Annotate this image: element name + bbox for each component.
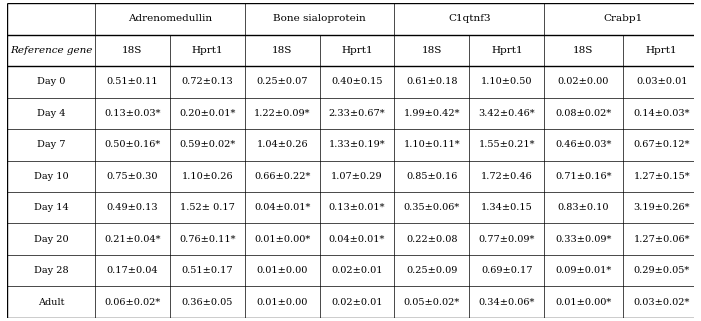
Text: 0.04±0.01*: 0.04±0.01* [329, 235, 386, 244]
Text: 1.04±0.26: 1.04±0.26 [257, 140, 308, 149]
Text: 0.61±0.18: 0.61±0.18 [406, 77, 458, 86]
Text: 18S: 18S [272, 46, 292, 55]
Text: 0.13±0.03*: 0.13±0.03* [104, 109, 161, 118]
Text: Reference gene: Reference gene [10, 46, 92, 55]
Text: 0.71±0.16*: 0.71±0.16* [555, 172, 612, 181]
Text: 0.02±0.01: 0.02±0.01 [332, 266, 383, 275]
Text: 0.09±0.01*: 0.09±0.01* [555, 266, 611, 275]
Text: 0.03±0.01: 0.03±0.01 [636, 77, 688, 86]
Text: Day 10: Day 10 [34, 172, 68, 181]
Text: 0.06±0.02*: 0.06±0.02* [104, 298, 161, 307]
Text: Hprt1: Hprt1 [491, 46, 523, 55]
Text: Day 28: Day 28 [34, 266, 68, 275]
Text: 0.02±0.01: 0.02±0.01 [332, 298, 383, 307]
Text: 1.10±0.26: 1.10±0.26 [182, 172, 233, 181]
Text: Day 0: Day 0 [36, 77, 65, 86]
Text: 0.01±0.00: 0.01±0.00 [257, 298, 308, 307]
Text: Day 4: Day 4 [36, 109, 65, 118]
Text: 0.67±0.12*: 0.67±0.12* [634, 140, 690, 149]
Text: 0.13±0.01*: 0.13±0.01* [329, 203, 386, 212]
Text: Hprt1: Hprt1 [341, 46, 373, 55]
Text: 0.29±0.05*: 0.29±0.05* [634, 266, 690, 275]
Text: C1qtnf3: C1qtnf3 [448, 14, 491, 23]
Text: 0.40±0.15: 0.40±0.15 [332, 77, 383, 86]
Text: 2.33±0.67*: 2.33±0.67* [329, 109, 386, 118]
Text: 18S: 18S [422, 46, 442, 55]
Text: 0.49±0.13: 0.49±0.13 [107, 203, 158, 212]
Text: 1.10±0.11*: 1.10±0.11* [404, 140, 461, 149]
Text: 3.42±0.46*: 3.42±0.46* [479, 109, 535, 118]
Text: 0.01±0.00: 0.01±0.00 [257, 266, 308, 275]
Text: 1.72±0.46: 1.72±0.46 [481, 172, 533, 181]
Text: 0.25±0.09: 0.25±0.09 [406, 266, 458, 275]
Text: 0.77±0.09*: 0.77±0.09* [479, 235, 535, 244]
Text: 0.34±0.06*: 0.34±0.06* [479, 298, 535, 307]
Text: 0.02±0.00: 0.02±0.00 [558, 77, 609, 86]
Text: 1.07±0.29: 1.07±0.29 [331, 172, 383, 181]
Text: Hprt1: Hprt1 [191, 46, 223, 55]
Text: 0.51±0.17: 0.51±0.17 [182, 266, 233, 275]
Text: 0.75±0.30: 0.75±0.30 [107, 172, 158, 181]
Text: 0.33±0.09*: 0.33±0.09* [555, 235, 611, 244]
Text: 0.21±0.04*: 0.21±0.04* [104, 235, 161, 244]
Text: 0.35±0.06*: 0.35±0.06* [404, 203, 460, 212]
Text: 0.14±0.03*: 0.14±0.03* [634, 109, 690, 118]
Text: Adult: Adult [38, 298, 64, 307]
Text: 1.99±0.42*: 1.99±0.42* [404, 109, 460, 118]
Text: 18S: 18S [122, 46, 142, 55]
Text: Adrenomedullin: Adrenomedullin [128, 14, 212, 23]
Text: 0.85±0.16: 0.85±0.16 [406, 172, 458, 181]
Text: 0.04±0.01*: 0.04±0.01* [254, 203, 311, 212]
Text: 1.22±0.09*: 1.22±0.09* [254, 109, 311, 118]
Text: 0.46±0.03*: 0.46±0.03* [555, 140, 611, 149]
Text: 0.20±0.01*: 0.20±0.01* [179, 109, 236, 118]
Text: Bone sialoprotein: Bone sialoprotein [273, 14, 366, 23]
Text: Day 14: Day 14 [34, 203, 69, 212]
Text: Crabp1: Crabp1 [603, 14, 642, 23]
Text: Hprt1: Hprt1 [646, 46, 677, 55]
Text: Day 7: Day 7 [36, 140, 65, 149]
Text: 0.69±0.17: 0.69±0.17 [481, 266, 533, 275]
Text: 1.55±0.21*: 1.55±0.21* [479, 140, 535, 149]
Text: 0.59±0.02*: 0.59±0.02* [179, 140, 236, 149]
Text: 0.05±0.02*: 0.05±0.02* [404, 298, 460, 307]
Text: 1.34±0.15: 1.34±0.15 [481, 203, 533, 212]
Text: 3.19±0.26*: 3.19±0.26* [634, 203, 690, 212]
Text: 0.51±0.11: 0.51±0.11 [107, 77, 158, 86]
Text: 1.27±0.15*: 1.27±0.15* [634, 172, 690, 181]
Text: 1.33±0.19*: 1.33±0.19* [329, 140, 386, 149]
Text: 0.76±0.11*: 0.76±0.11* [179, 235, 236, 244]
Text: 0.01±0.00*: 0.01±0.00* [555, 298, 611, 307]
Text: 0.83±0.10: 0.83±0.10 [557, 203, 609, 212]
Text: 1.10±0.50: 1.10±0.50 [481, 77, 533, 86]
Text: 0.03±0.02*: 0.03±0.02* [634, 298, 690, 307]
Text: 0.25±0.07: 0.25±0.07 [257, 77, 308, 86]
Text: 18S: 18S [573, 46, 594, 55]
Text: 1.52± 0.17: 1.52± 0.17 [180, 203, 235, 212]
Text: 0.01±0.00*: 0.01±0.00* [254, 235, 311, 244]
Text: 0.50±0.16*: 0.50±0.16* [104, 140, 161, 149]
Text: 0.22±0.08: 0.22±0.08 [406, 235, 458, 244]
Text: 0.66±0.22*: 0.66±0.22* [254, 172, 311, 181]
Text: 0.08±0.02*: 0.08±0.02* [555, 109, 611, 118]
Text: Day 20: Day 20 [34, 235, 68, 244]
Text: 0.17±0.04: 0.17±0.04 [107, 266, 158, 275]
Text: 1.27±0.06*: 1.27±0.06* [634, 235, 690, 244]
Text: 0.72±0.13: 0.72±0.13 [182, 77, 233, 86]
Text: 0.36±0.05: 0.36±0.05 [182, 298, 233, 307]
